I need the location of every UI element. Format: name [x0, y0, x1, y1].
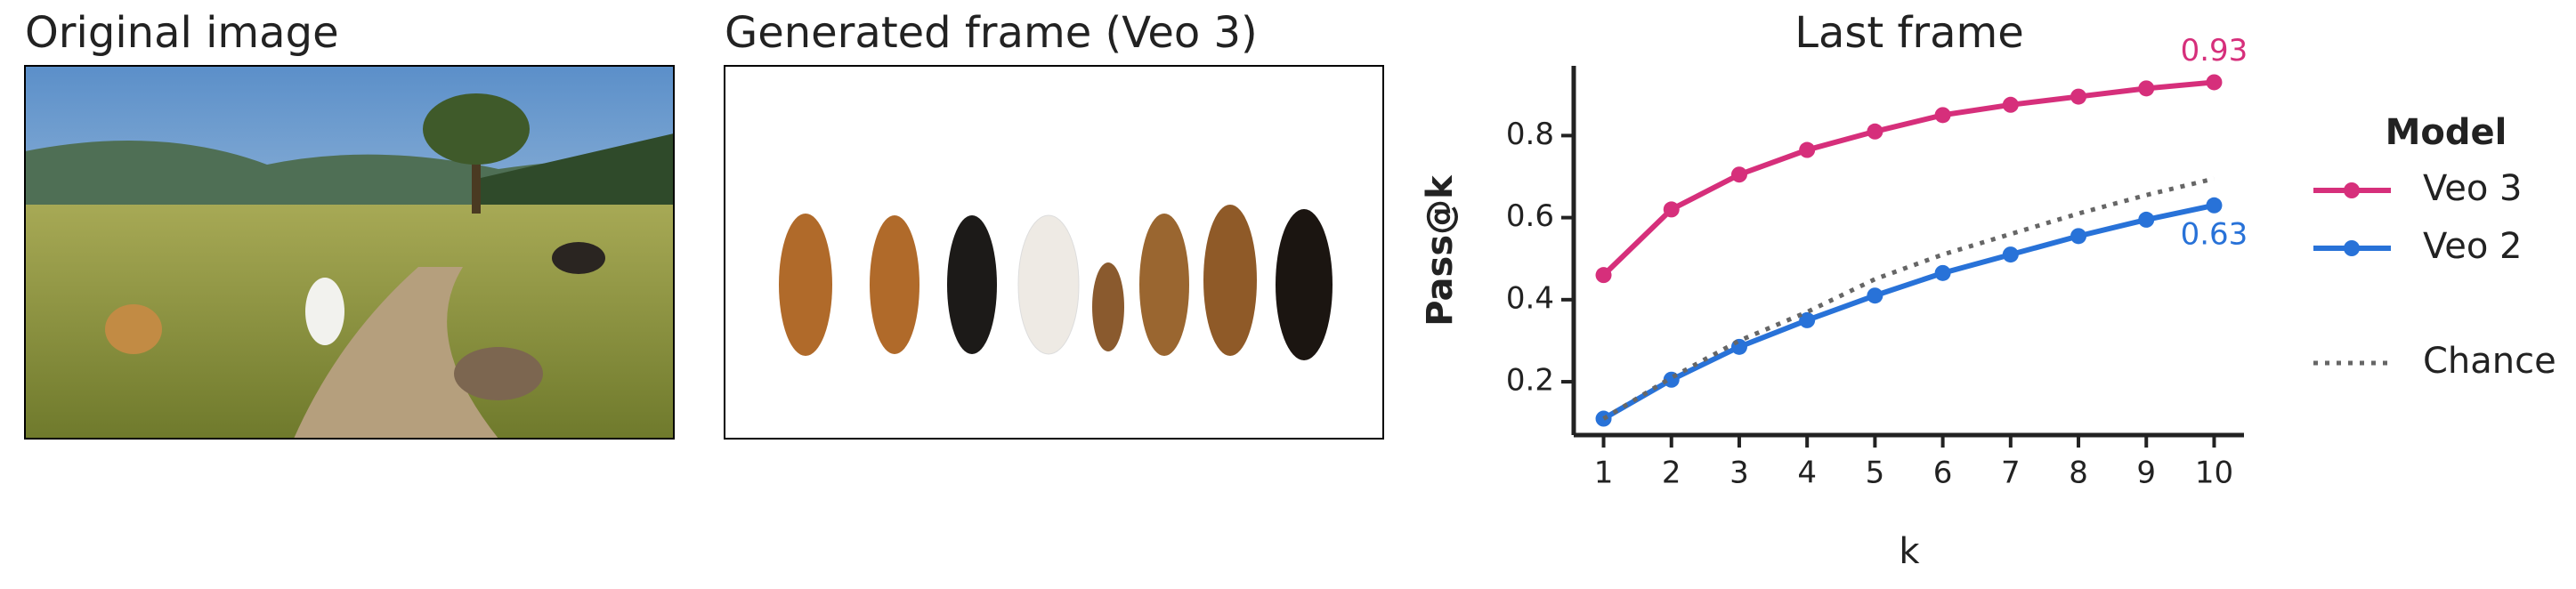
data-point — [2206, 74, 2223, 91]
data-point — [2206, 197, 2223, 214]
x-tick-label: 5 — [1866, 456, 1885, 491]
x-tick-label: 8 — [2069, 456, 2088, 491]
generated-frame — [725, 66, 1383, 439]
data-point — [2138, 80, 2155, 97]
y-tick-label: 0.8 — [1506, 117, 1554, 152]
x-tick-label: 7 — [2001, 456, 2021, 491]
x-axis-label: k — [1899, 531, 1920, 572]
data-point — [1934, 107, 1951, 124]
data-point — [1595, 267, 1612, 284]
data-point — [2070, 88, 2087, 105]
x-tick-label: 9 — [2136, 456, 2156, 491]
image-frame — [724, 65, 1384, 440]
data-point — [2138, 211, 2155, 228]
y-tick-label: 0.4 — [1506, 280, 1554, 316]
value-label: 0.93 — [2181, 33, 2248, 69]
x-tick-label: 1 — [1594, 456, 1614, 491]
data-point — [1867, 287, 1883, 304]
legend-label: Veo 2 — [2423, 226, 2523, 267]
y-tick-label: 0.6 — [1506, 198, 1554, 234]
data-point — [2002, 96, 2019, 113]
legend-title: Model — [2386, 112, 2507, 153]
x-tick-label: 4 — [1797, 456, 1817, 491]
data-point — [2002, 246, 2019, 263]
data-point — [2070, 228, 2087, 245]
y-tick-label: 0.2 — [1506, 363, 1554, 399]
series-line — [1602, 176, 2216, 421]
data-point — [1799, 141, 1816, 158]
value-label: 0.63 — [2181, 216, 2248, 252]
x-tick-label: 3 — [1729, 456, 1749, 491]
x-tick-label: 2 — [1662, 456, 1681, 491]
data-point — [1730, 166, 1747, 183]
data-point — [1934, 264, 1951, 281]
series-line — [1601, 79, 2215, 278]
chart-title: Last frame — [1794, 8, 2024, 58]
legend-label: Veo 3 — [2423, 168, 2523, 209]
panel-title: Original image — [25, 8, 339, 58]
x-tick-label: 10 — [2195, 456, 2233, 491]
legend-marker — [2344, 182, 2360, 198]
series-line — [1602, 202, 2216, 422]
data-point — [1663, 201, 1680, 218]
original-image — [25, 66, 674, 439]
image-frame — [24, 65, 675, 440]
legend-marker — [2344, 240, 2360, 256]
data-point — [1799, 311, 1816, 328]
y-axis-label: Pass@k — [1420, 174, 1461, 327]
data-point — [1867, 123, 1883, 140]
panel-title: Generated frame (Veo 3) — [725, 8, 1258, 58]
x-tick-label: 6 — [1933, 456, 1953, 491]
legend-label: Chance — [2423, 341, 2556, 382]
